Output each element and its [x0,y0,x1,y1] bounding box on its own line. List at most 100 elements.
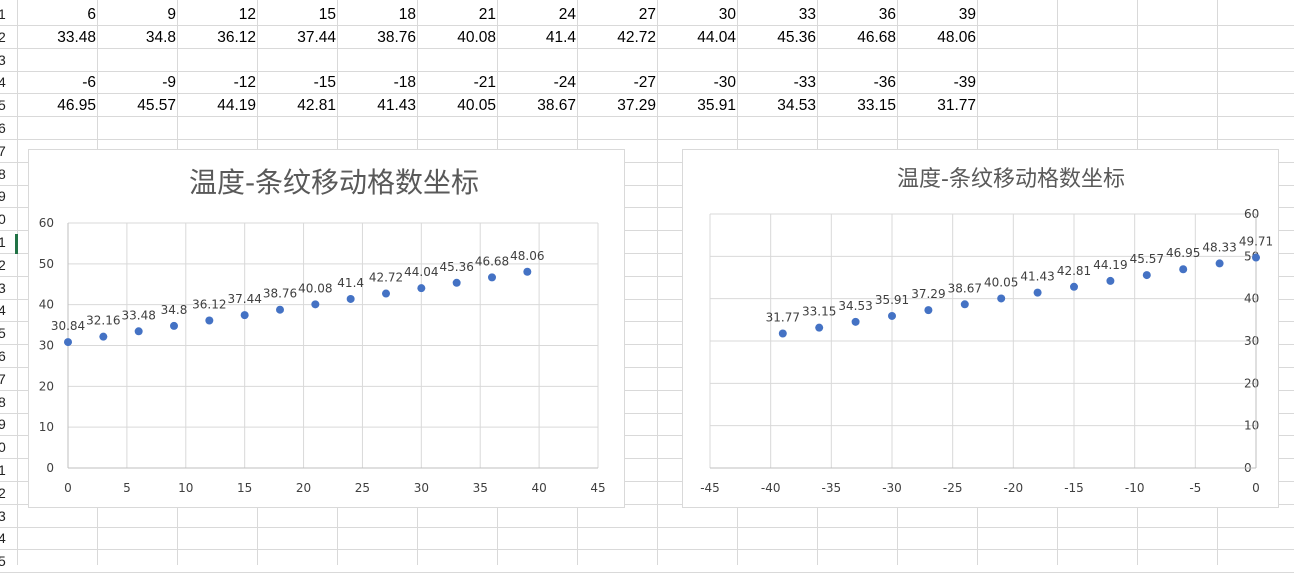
data-label: 45.57 [1130,252,1164,266]
y-tick-label: 40 [1244,292,1259,306]
cell[interactable]: 35.91 [697,97,736,114]
row-gridline [0,162,1294,163]
data-label: 41.43 [1020,270,1054,284]
row-gridline [0,321,1294,322]
cell[interactable]: 34.53 [777,97,816,114]
row-gridline [0,48,1294,49]
cell[interactable]: 9 [167,6,176,23]
row-gridline [0,93,1294,94]
cell[interactable]: 38.76 [377,29,416,46]
cell[interactable]: -9 [162,74,176,91]
cell[interactable]: 38.67 [537,97,576,114]
row-header[interactable]: 4 [0,74,6,90]
cell[interactable]: 21 [478,6,496,23]
cell[interactable]: -30 [713,74,736,91]
data-point [99,332,108,341]
row-header[interactable]: 9 [0,416,6,432]
row-gridline [0,207,1294,208]
row-header[interactable]: 7 [0,371,6,387]
cell[interactable]: 42.81 [297,97,336,114]
cell[interactable]: -21 [473,74,496,91]
cell[interactable]: 41.43 [377,97,416,114]
data-point [888,311,896,320]
cell[interactable]: -39 [953,74,976,91]
row-header[interactable]: 7 [0,143,6,159]
row-header[interactable]: 1 [0,234,6,250]
row-header[interactable]: 3 [0,280,6,296]
cell[interactable]: 40.08 [457,29,496,46]
data-point [851,317,860,326]
cell[interactable]: 30 [718,6,736,23]
data-label: 38.76 [263,287,297,301]
data-label: 40.08 [298,281,332,295]
row-gridline [0,481,1294,482]
cell[interactable]: -15 [313,74,336,91]
cell[interactable]: 40.05 [457,97,496,114]
cell[interactable]: 44.19 [217,97,256,114]
data-point [1070,282,1078,291]
row-header[interactable]: 5 [0,97,6,113]
row-header[interactable]: 4 [0,302,6,318]
row-header[interactable]: 0 [0,211,6,227]
cell[interactable]: 24 [558,6,576,23]
cell[interactable]: 12 [238,6,256,23]
cell[interactable]: 39 [958,6,976,23]
cell[interactable]: 18 [398,6,416,23]
row-header[interactable]: 4 [0,530,6,546]
cell[interactable]: -36 [873,74,896,91]
cell[interactable]: 46.68 [857,29,896,46]
cell[interactable]: 46.95 [57,97,96,114]
row-header[interactable]: 2 [0,257,6,273]
row-gridline [0,139,1294,140]
row-header[interactable]: 3 [0,508,6,524]
y-tick-label: 10 [1244,419,1259,433]
cell[interactable]: 45.57 [137,97,176,114]
cell[interactable]: -18 [393,74,416,91]
cell[interactable]: 27 [638,6,656,23]
cell[interactable]: 45.36 [777,29,816,46]
cell[interactable]: 33 [798,6,816,23]
cell[interactable]: 34.8 [145,29,176,46]
row-header[interactable]: 1 [0,462,6,478]
cell[interactable]: 15 [318,6,336,23]
y-tick-label: 10 [39,420,54,434]
cell[interactable]: 33.48 [57,29,96,46]
row-header[interactable]: 2 [0,485,6,501]
row-header[interactable]: 1 [0,6,6,22]
data-label: 34.53 [838,299,872,313]
y-tick-label: 20 [39,379,54,393]
chart-temperature-negative[interactable]: 温度-条纹移动格数坐标 0 10 20 30 40 50 60 -45 -40 -35 -30 -25-… [682,149,1279,508]
cell[interactable]: 37.44 [297,29,336,46]
cell[interactable]: 6 [87,6,96,23]
cell[interactable]: -27 [633,74,656,91]
cell[interactable]: 44.04 [697,29,736,46]
cell[interactable]: 33.15 [857,97,896,114]
x-tick-label: 5 [123,481,131,495]
data-point [417,284,426,293]
cell[interactable]: 36 [878,6,896,23]
row-header[interactable]: 8 [0,166,6,182]
cell[interactable]: -6 [82,74,96,91]
cell[interactable]: 31.77 [937,97,976,114]
x-tick-label: -15 [1064,481,1084,495]
y-tick-label: 30 [39,339,54,353]
row-header[interactable]: 8 [0,394,6,410]
row-header[interactable]: 9 [0,188,6,204]
cell[interactable]: 37.29 [617,97,656,114]
cell[interactable]: -12 [233,74,256,91]
row-header[interactable]: 5 [0,553,6,569]
cell[interactable]: 48.06 [937,29,976,46]
row-header[interactable]: 3 [0,52,6,68]
cell[interactable]: 42.72 [617,29,656,46]
data-point [1142,271,1151,280]
chart-temperature-positive[interactable]: 温度-条纹移动格数坐标 0 10 20 30 40 50 60 0 5 10 15 20 25 30 35 40… [28,149,625,508]
row-header[interactable]: 6 [0,348,6,364]
cell[interactable]: -24 [553,74,576,91]
row-header[interactable]: 0 [0,439,6,455]
row-header[interactable]: 6 [0,120,6,136]
cell[interactable]: 41.4 [545,29,576,46]
row-header[interactable]: 2 [0,29,6,45]
cell[interactable]: 36.12 [217,29,256,46]
cell[interactable]: -33 [793,74,816,91]
row-header[interactable]: 5 [0,325,6,341]
